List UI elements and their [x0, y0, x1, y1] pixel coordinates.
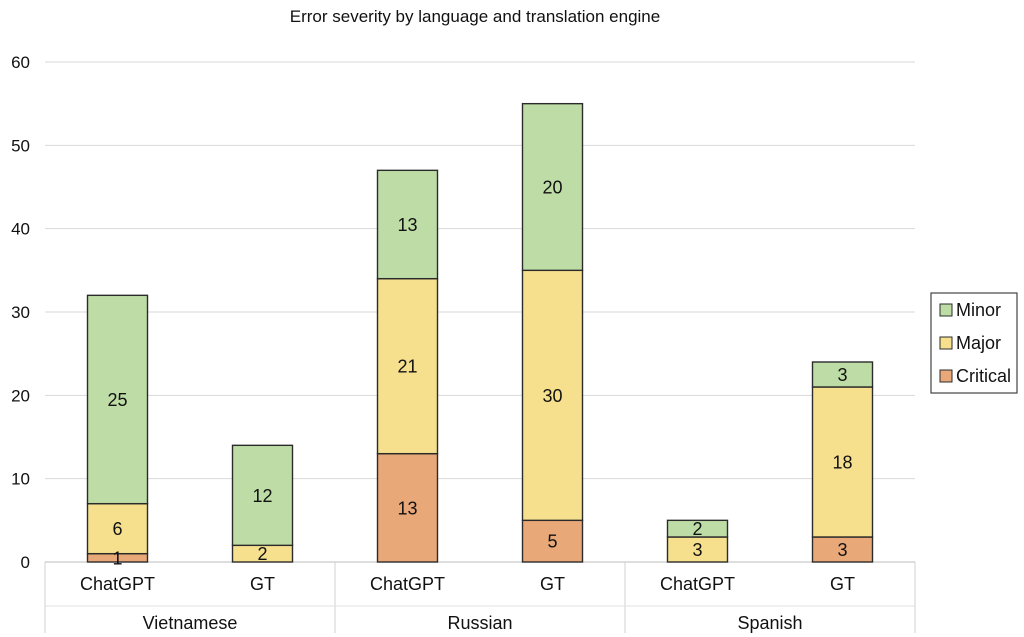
legend-label-major: Major	[956, 333, 1001, 353]
data-label-major-1: 2	[257, 544, 267, 564]
data-label-minor-2: 13	[397, 215, 417, 235]
y-tick-label-50: 50	[11, 136, 30, 155]
group-label-russian: Russian	[447, 613, 512, 633]
bar-segment-critical-2	[376, 452, 439, 563]
y-tick-label-0: 0	[21, 553, 30, 572]
bar-segment-major-2	[376, 277, 439, 455]
legend-label-critical: Critical	[956, 366, 1011, 386]
bar-segment-minor-0	[86, 294, 149, 505]
group-label-spanish: Spanish	[737, 613, 802, 633]
y-axis-ticks: 0 10 20 30 40 50 60	[11, 53, 30, 572]
bar-segment-major-5	[811, 386, 874, 538]
data-label-minor-0: 25	[107, 390, 127, 410]
bar-segment-minor-2	[376, 169, 439, 280]
bars	[86, 102, 874, 563]
data-label-critical-2: 13	[397, 498, 417, 518]
data-label-critical-5: 3	[837, 540, 847, 560]
legend-swatch-major	[939, 336, 953, 350]
gridlines	[45, 61, 915, 563]
data-label-minor-3: 20	[542, 178, 562, 198]
chart-title: Error severity by language and translati…	[290, 7, 660, 26]
bar-segment-minor-1	[231, 444, 294, 547]
data-label-major-4: 3	[692, 540, 702, 560]
bar-segment-minor-4	[666, 519, 729, 538]
bar-segment-minor-5	[811, 361, 874, 388]
data-label-minor-5: 3	[837, 365, 847, 385]
group-label-vietnamese: Vietnamese	[143, 613, 238, 633]
x-tick-label-3: GT	[540, 574, 565, 594]
data-label-major-0: 6	[112, 519, 122, 539]
y-tick-label-20: 20	[11, 386, 30, 405]
x-tick-label-4: ChatGPT	[660, 574, 735, 594]
bar-segment-critical-3	[521, 519, 584, 563]
y-tick-label-60: 60	[11, 53, 30, 72]
bar-segment-critical-5	[811, 536, 874, 563]
x-tick-label-1: GT	[250, 574, 275, 594]
bar-segment-major-4	[666, 536, 729, 563]
x-axis: ChatGPT GT ChatGPT GT ChatGPT GT Vietnamese Rus…	[44, 562, 916, 633]
y-tick-label-30: 30	[11, 303, 30, 322]
data-label-major-3: 30	[542, 386, 562, 406]
x-tick-label-2: ChatGPT	[370, 574, 445, 594]
bar-segment-minor-3	[521, 102, 584, 272]
data-label-major-2: 21	[397, 357, 417, 377]
legend-label-minor: Minor	[956, 300, 1001, 320]
x-tick-label-0: ChatGPT	[80, 574, 155, 594]
legend-swatch-minor	[939, 303, 953, 317]
legend-swatch-critical	[939, 369, 953, 383]
y-tick-label-10: 10	[11, 470, 30, 489]
data-label-critical-3: 5	[547, 532, 557, 552]
x-tick-label-5: GT	[830, 574, 855, 594]
data-label-major-5: 18	[832, 453, 852, 473]
legend: Minor Major Critical	[930, 292, 1018, 394]
y-tick-label-40: 40	[11, 220, 30, 239]
data-label-minor-4: 2	[692, 519, 702, 539]
data-label-critical-0: 1	[112, 548, 122, 568]
data-label-minor-1: 12	[252, 486, 272, 506]
